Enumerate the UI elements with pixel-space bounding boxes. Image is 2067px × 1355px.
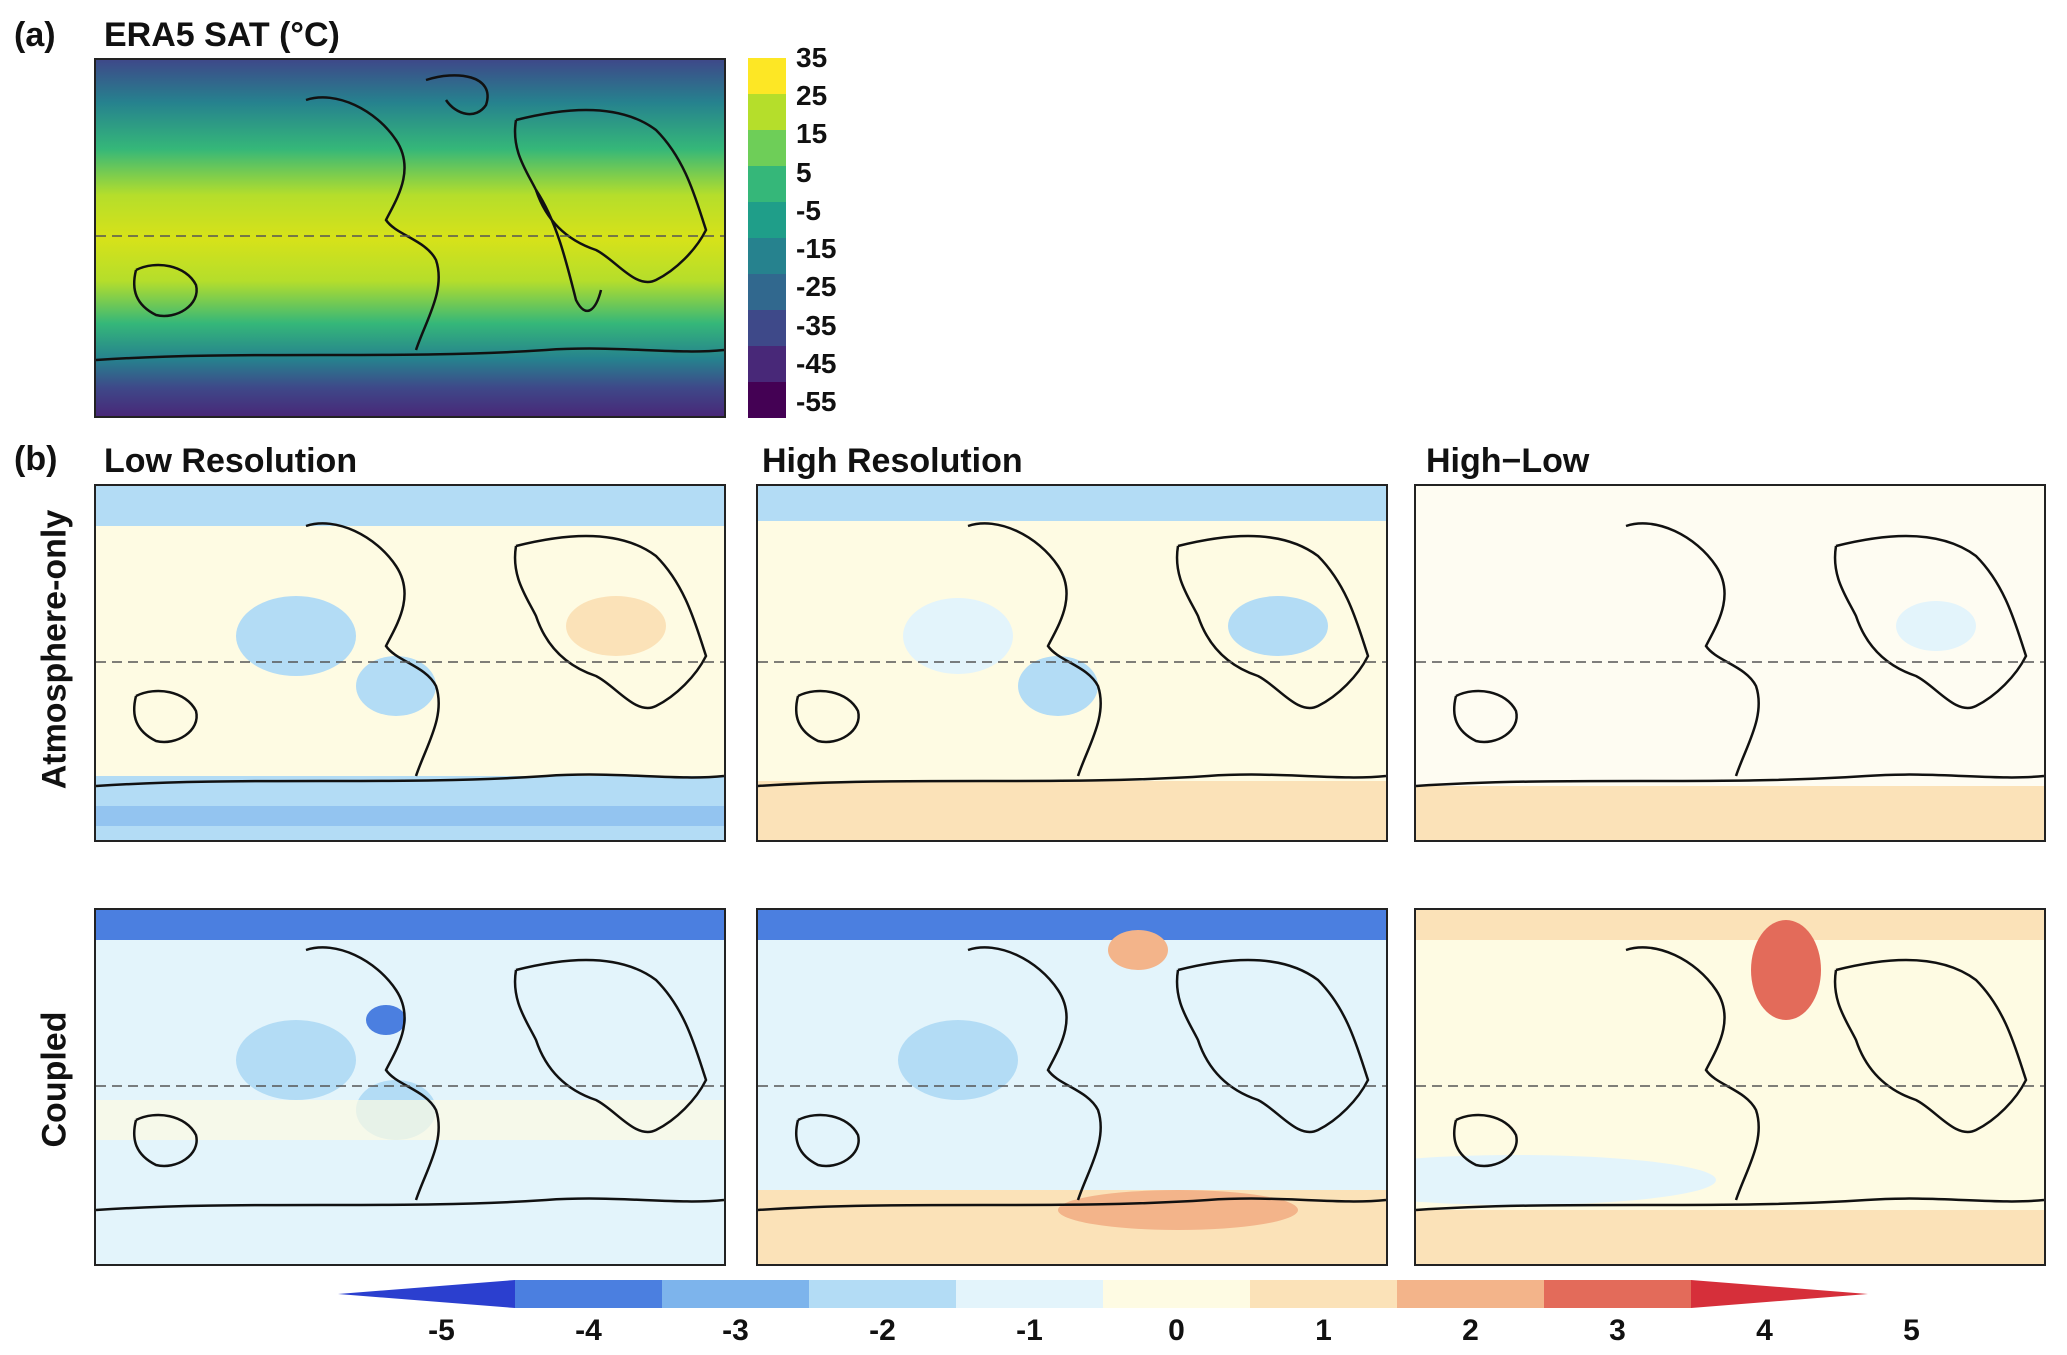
bias-colorbar-block [809,1280,957,1308]
bias-colorbar [338,1280,1868,1308]
sat-colorbar-tick: 5 [796,156,812,188]
sat-colorbar-tick: 15 [796,118,828,150]
row-label-coupled: Coupled [35,1011,74,1148]
bias-colorbar-tick: -5 [428,1314,455,1347]
bias-colorbar-svg [338,1280,1868,1308]
bias-colorbar-tick: 1 [1315,1314,1332,1347]
bias-colorbar-block [1544,1280,1692,1308]
sat-colorbar-block [748,274,786,311]
map-atmos-low [94,484,726,842]
bias-colorbar-block [1691,1280,1868,1308]
sat-colorbar-svg [748,58,786,419]
sat-colorbar-block [748,310,786,347]
sat-colorbar-tick: -5 [796,194,821,226]
sat-colorbar-block [748,94,786,131]
sat-colorbar-tick: -45 [796,347,837,379]
column-title-diff: High−Low [1426,442,1590,480]
map-atmos-high [756,484,1388,842]
sat-colorbar-block [748,382,786,419]
sat-colorbar-block [748,238,786,275]
sat-colorbar-block [748,346,786,383]
bias-colorbar-tick: 0 [1168,1314,1185,1347]
sat-colorbar-tick: 35 [796,42,828,73]
bias-colorbar-block [662,1280,810,1308]
row-label-atmosphere: Atmosphere-only [35,509,74,790]
panel-a-label: (a) [14,16,56,54]
sat-colorbar-tick: 25 [796,80,828,112]
bias-colorbar-block [515,1280,663,1308]
bias-colorbar-block [1250,1280,1398,1308]
bias-colorbar-tick: 2 [1462,1314,1479,1347]
bias-colorbar-block [1397,1280,1545,1308]
map-coupled-high [756,908,1388,1266]
bias-colorbar-tick: -4 [575,1314,602,1347]
sat-colorbar [748,58,786,419]
bias-colorbar-tick: -2 [869,1314,896,1347]
map-coupled-diff [1414,908,2046,1266]
bias-colorbar-block [338,1280,515,1308]
map-coupled-low [94,908,726,1266]
panel-a-title: ERA5 SAT (°C) [104,16,340,54]
bias-colorbar-tick: 4 [1756,1314,1773,1347]
sat-colorbar-block [748,58,786,95]
sat-colorbar-block [748,166,786,203]
era5-sat-map [94,58,726,418]
map-atmos-diff [1414,484,2046,842]
panel-b-label: (b) [14,440,58,478]
bias-colorbar-tick: 3 [1609,1314,1626,1347]
sat-colorbar-block [748,130,786,167]
bias-colorbar-tick: -1 [1016,1314,1043,1347]
coastline-a [96,74,724,362]
sat-colorbar-tick: -55 [796,386,837,417]
sat-colorbar-tick: -25 [796,271,837,303]
bias-colorbar-block [1103,1280,1251,1308]
bias-colorbar-tick: 5 [1903,1314,1920,1347]
column-title-high: High Resolution [762,442,1023,480]
bias-colorbar-block [956,1280,1104,1308]
sat-colorbar-tick: -15 [796,233,837,265]
column-title-low: Low Resolution [104,442,358,480]
bias-colorbar-tick: -3 [722,1314,749,1347]
sat-colorbar-block [748,202,786,239]
sat-colorbar-tick: -35 [796,309,837,341]
